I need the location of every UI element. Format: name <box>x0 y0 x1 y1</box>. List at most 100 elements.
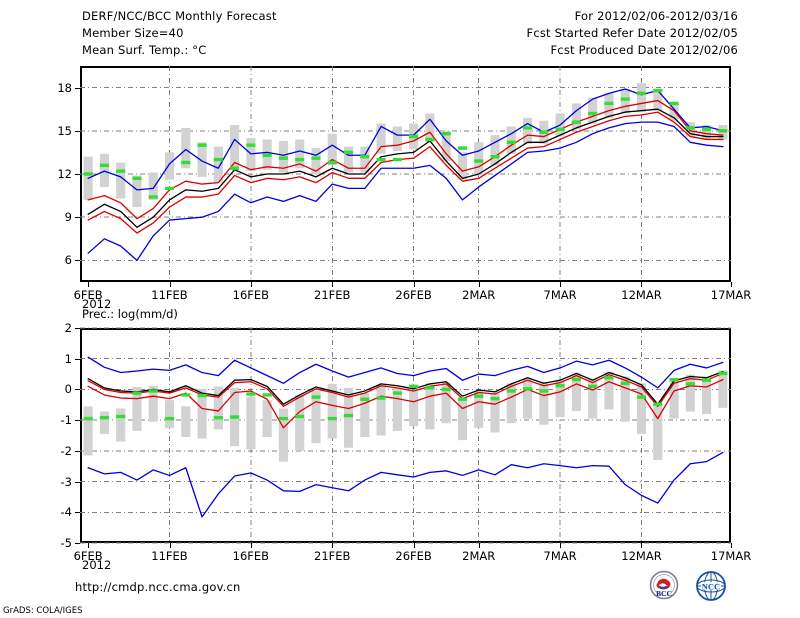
x-axis-label: 21FEB <box>314 288 351 302</box>
y-axis-label: 9 <box>64 210 72 225</box>
x-axis-tick <box>332 282 333 287</box>
website-url[interactable]: http://cmdp.ncc.cma.gov.cn <box>75 580 241 594</box>
x-axis-tick <box>560 282 561 287</box>
spread-bar <box>164 152 175 180</box>
x-axis-tick <box>560 543 561 548</box>
y-axis-tick <box>75 260 80 261</box>
x-axis-label: 2MAR <box>462 549 496 563</box>
y-axis-label: -3 <box>60 474 72 489</box>
y-axis-tick <box>75 420 80 421</box>
x-axis-label: 6FEB <box>73 288 103 302</box>
series-median <box>87 108 724 228</box>
y-axis-label: 18 <box>57 80 72 95</box>
spread-bar <box>523 117 533 144</box>
spread-bar <box>246 138 256 172</box>
temperature-panel: 6 9 12 15 18 6FEB 11FEB 16FEB 21FEB 26FEB 2MAR 7MAR… <box>57 66 751 311</box>
spread-bar <box>441 382 451 424</box>
x-axis-tick <box>479 282 480 287</box>
x-axis-label: 11FEB <box>151 549 188 563</box>
spread-bar <box>213 146 223 183</box>
x-axis-label: 26FEB <box>395 549 432 563</box>
spread-bar <box>425 113 435 143</box>
x-axis-tick <box>88 543 89 548</box>
spread-bar <box>620 376 630 422</box>
series-minimum <box>87 121 724 262</box>
temperature-year-label: 2012 <box>82 297 112 311</box>
y-axis-label: 6 <box>64 253 72 268</box>
precipitation-year-label: 2012 <box>82 558 112 572</box>
svg-text:NCC: NCC <box>702 582 720 592</box>
spread-bar <box>490 393 500 433</box>
spread-bar <box>197 388 207 439</box>
series-maximum <box>87 88 724 191</box>
spread-bar <box>181 406 191 438</box>
x-axis-label: 7MAR <box>543 549 577 563</box>
x-axis-tick <box>88 282 89 287</box>
spread-bar <box>718 370 728 408</box>
y-axis-tick <box>75 512 80 513</box>
x-axis-label: 16FEB <box>232 288 270 302</box>
x-axis-tick <box>731 282 732 287</box>
spread-bar <box>360 393 370 438</box>
spread-bar <box>343 146 354 173</box>
y-axis-tick <box>75 174 80 175</box>
spread-bar <box>669 378 679 419</box>
spread-bar <box>327 383 337 439</box>
series-maximum <box>87 356 724 389</box>
spread-bar <box>571 372 581 411</box>
spread-bar <box>506 126 516 154</box>
x-axis-label: 17MAR <box>710 549 752 563</box>
spread-bar <box>262 400 272 438</box>
svg-text:BCC: BCC <box>656 589 672 598</box>
spread-bar <box>295 139 305 169</box>
x-axis-tick <box>414 282 415 287</box>
spread-bar <box>604 371 614 410</box>
spread-bar <box>360 146 370 173</box>
spread-bar <box>295 394 305 451</box>
spread-bar <box>653 403 663 461</box>
y-axis-tick <box>75 543 80 544</box>
agency-logos: BCC NCC <box>645 570 737 604</box>
x-axis-tick <box>251 543 252 548</box>
spread-bar <box>604 93 614 118</box>
spread-bar <box>653 89 663 111</box>
forecast-produced-label: Fcst Produced Date 2012/02/06 <box>550 43 738 57</box>
x-axis-tick <box>731 543 732 548</box>
y-axis-tick <box>75 217 80 218</box>
x-axis-tick <box>251 282 252 287</box>
x-axis-tick <box>479 543 480 548</box>
spread-bar <box>588 378 598 419</box>
grads-credit: GrADS: COLA/IGES <box>3 606 83 616</box>
spread-bar <box>457 152 468 180</box>
x-axis-label: 6FEB <box>73 549 103 563</box>
spread-bar <box>99 411 109 434</box>
variable-label-prec: Prec.: log(mm/d) <box>82 307 178 321</box>
x-axis-label: 2MAR <box>462 288 496 302</box>
bcc-logo: BCC <box>649 570 679 600</box>
series-upper-quartile <box>87 372 724 407</box>
y-axis-tick <box>75 389 80 390</box>
spread-bar <box>620 89 630 114</box>
series-median <box>87 370 724 405</box>
spread-bar <box>343 387 354 448</box>
y-axis-tick <box>75 482 80 483</box>
y-axis-label: 1 <box>64 351 72 366</box>
y-axis-label: 12 <box>57 167 72 181</box>
page-title: DERF/NCC/BCC Monthly Forecast <box>82 9 277 23</box>
spread-bar <box>327 133 337 166</box>
variable-label-temp: Mean Surf. Temp.: °C <box>82 43 207 57</box>
spread-bar <box>83 406 93 456</box>
y-axis-label: 0 <box>64 382 72 397</box>
spread-bar <box>132 386 142 431</box>
x-axis-label: 7MAR <box>543 288 577 302</box>
spread-bar <box>588 97 598 124</box>
y-axis-label: -4 <box>60 505 72 520</box>
y-axis-tick <box>75 359 80 360</box>
x-axis-tick <box>414 543 415 548</box>
spread-bar <box>457 398 468 441</box>
spread-bar <box>636 383 647 434</box>
spread-bar <box>376 123 386 154</box>
spread-bar <box>523 378 533 419</box>
